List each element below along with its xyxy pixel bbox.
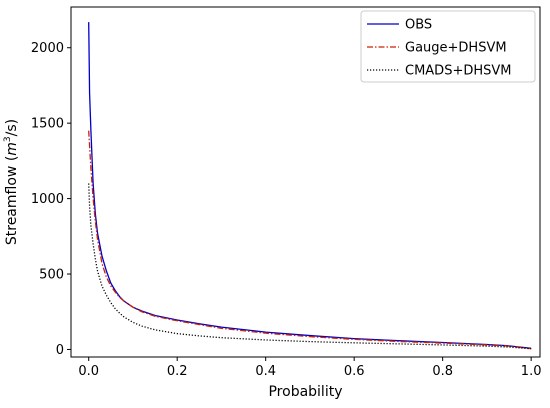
legend-box <box>360 10 536 83</box>
x-tick-label: 0.4 <box>255 364 276 379</box>
plot-frame <box>70 6 541 358</box>
y-axis-label-unit: m <box>4 142 20 156</box>
series-layer <box>88 22 532 350</box>
x-axis-label: Probability <box>268 384 342 400</box>
y-tick-label: 1500 <box>31 117 64 132</box>
y-tick-label: 1000 <box>31 192 64 207</box>
y-axis-label-suffix: /s) <box>4 119 20 136</box>
legend-label-3: CMADS+DHSVM <box>405 64 512 79</box>
y-tick-label: 2000 <box>31 41 64 56</box>
legend: OBS Gauge+DHSVM CMADS+DHSVM <box>360 10 536 83</box>
x-tick-label: 1.0 <box>521 364 542 379</box>
axes-layer: 0.0 0.2 0.4 0.6 0.8 1.0 0 500 1000 1500 2000 <box>31 41 542 379</box>
x-tick-label: 0.0 <box>78 364 99 379</box>
legend-label-1: OBS <box>405 18 432 33</box>
y-axis-label-prefix: Streamflow ( <box>4 156 20 245</box>
x-tick-label: 0.8 <box>432 364 453 379</box>
series-line-1 <box>88 22 532 349</box>
x-tick-label: 0.2 <box>167 364 188 379</box>
y-tick-label: 0 <box>56 343 64 358</box>
x-tick-label: 0.6 <box>344 364 365 379</box>
y-tick-label: 500 <box>39 268 64 283</box>
y-axis-label-exponent: 3 <box>3 136 13 142</box>
legend-label-2: Gauge+DHSVM <box>405 41 507 56</box>
series-line-2 <box>88 130 532 350</box>
y-axis-label: Streamflow (m3/s) <box>3 119 20 245</box>
